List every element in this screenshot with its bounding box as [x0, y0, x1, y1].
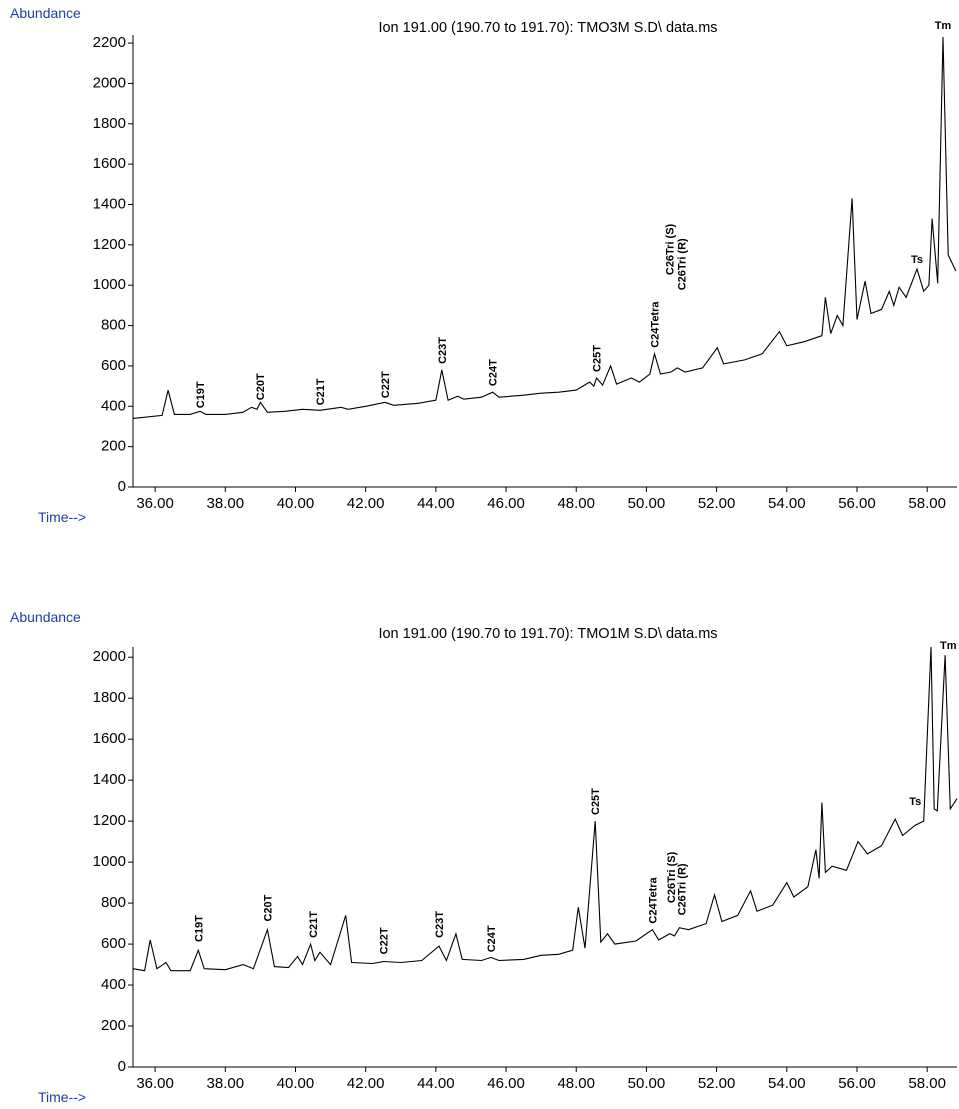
y-tick-label: 800 [101, 894, 126, 911]
x-tick-label: 38.00 [207, 1075, 245, 1092]
peak-label: C26Tri (S) [665, 223, 677, 275]
y-tick-label: 2000 [93, 74, 126, 91]
peak-label: C21T [315, 378, 327, 405]
peak-label: C23T [434, 911, 446, 938]
peak-label: C20T [255, 373, 267, 400]
peak-label: C24Tetra [647, 876, 659, 923]
y-tick-label: 1200 [93, 812, 126, 829]
peak-label: C19T [195, 381, 207, 408]
y-tick-label: 800 [101, 317, 126, 334]
peak-label: Tm [935, 20, 952, 32]
peak-label: C26Tri (R) [677, 238, 689, 290]
chart-title: Ion 191.00 (190.70 to 191.70): TMO3M S.D… [378, 20, 717, 36]
peak-label: C25T [590, 788, 602, 815]
y-tick-label: 200 [101, 1017, 126, 1034]
x-tick-label: 52.00 [698, 1075, 736, 1092]
x-tick-label: 50.00 [628, 1075, 666, 1092]
y-tick-label: 2000 [93, 648, 126, 665]
x-tick-label: 54.00 [768, 1075, 806, 1092]
y-tick-label: 1800 [93, 115, 126, 132]
x-tick-label: 48.00 [557, 495, 595, 512]
peak-label: C25T [592, 345, 604, 372]
x-tick-label: 46.00 [487, 495, 525, 512]
y-tick-label: 0 [118, 1058, 126, 1075]
x-tick-label: 38.00 [207, 495, 245, 512]
peak-label: C24T [486, 925, 498, 952]
y-tick-label: 1600 [93, 730, 126, 747]
peak-label: C24T [488, 359, 500, 386]
y-tick-label: 0 [118, 478, 126, 495]
x-tick-label: 42.00 [347, 1075, 385, 1092]
y-tick-label: 1600 [93, 155, 126, 172]
x-tick-label: 56.00 [838, 495, 876, 512]
y-tick-label: 600 [101, 935, 126, 952]
peak-label: Ts [909, 796, 921, 808]
peak-label: C24Tetra [649, 301, 661, 348]
x-tick-label: 36.00 [136, 1075, 174, 1092]
x-tick-label: 58.00 [908, 1075, 946, 1092]
y-tick-label: 2200 [93, 34, 126, 51]
x-tick-label: 42.00 [347, 495, 385, 512]
y-tick-label: 1400 [93, 195, 126, 212]
y-tick-label: 1800 [93, 689, 126, 706]
peak-label: Ts [911, 254, 923, 266]
trace-line [132, 36, 957, 419]
x-axis-label: Time--> [38, 509, 86, 525]
y-axis-label: Abundance [10, 5, 81, 21]
peak-label: C26Tri (R) [677, 863, 689, 915]
x-tick-label: 40.00 [277, 495, 315, 512]
peak-label: Tm [940, 640, 957, 652]
trace-line [132, 646, 958, 972]
x-tick-label: 50.00 [628, 495, 666, 512]
y-tick-label: 600 [101, 357, 126, 374]
x-tick-label: 44.00 [417, 495, 455, 512]
peak-label: C22T [380, 371, 392, 398]
x-axis-label: Time--> [38, 1089, 86, 1105]
peak-label: C19T [193, 915, 205, 942]
peak-label: C26Tri (S) [666, 851, 678, 903]
y-tick-label: 1000 [93, 853, 126, 870]
x-tick-label: 40.00 [277, 1075, 315, 1092]
peak-label: C20T [262, 894, 274, 921]
chart-title: Ion 191.00 (190.70 to 191.70): TMO1M S.D… [378, 626, 717, 642]
x-tick-label: 46.00 [487, 1075, 525, 1092]
x-tick-label: 58.00 [908, 495, 946, 512]
peak-label: C22T [379, 927, 391, 954]
y-axis-label: Abundance [10, 609, 81, 625]
x-tick-label: 52.00 [698, 495, 736, 512]
peak-label: C21T [308, 911, 320, 938]
x-tick-label: 48.00 [557, 1075, 595, 1092]
y-tick-label: 400 [101, 976, 126, 993]
x-tick-label: 36.00 [136, 495, 174, 512]
y-tick-label: 1200 [93, 236, 126, 253]
y-tick-label: 1400 [93, 771, 126, 788]
y-tick-label: 200 [101, 438, 126, 455]
x-tick-label: 56.00 [838, 1075, 876, 1092]
y-tick-label: 400 [101, 397, 126, 414]
y-tick-label: 1000 [93, 276, 126, 293]
x-tick-label: 54.00 [768, 495, 806, 512]
x-tick-label: 44.00 [417, 1075, 455, 1092]
peak-label: C23T [437, 337, 449, 364]
